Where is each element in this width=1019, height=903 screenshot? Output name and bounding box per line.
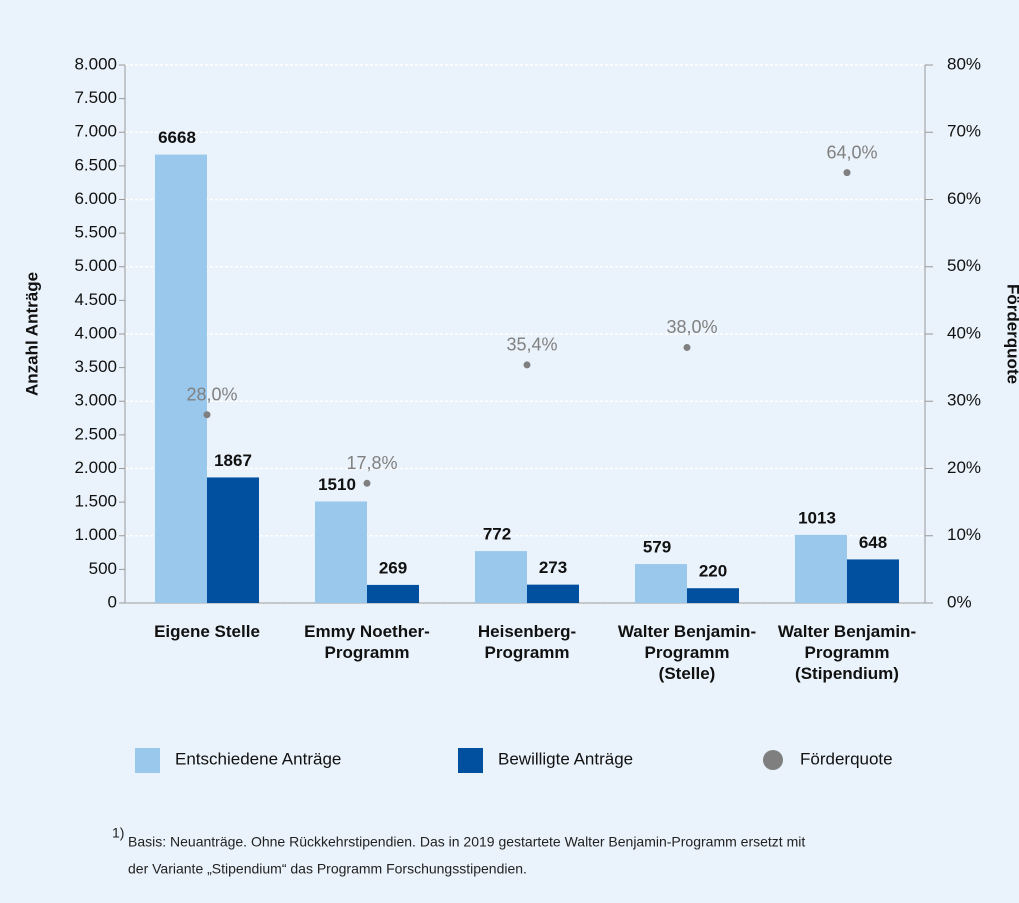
rate-label: 64,0% — [826, 142, 877, 162]
y-tick-label: 2.500 — [74, 424, 117, 443]
rate-label: 17,8% — [346, 453, 397, 473]
y-tick-label: 3.500 — [74, 357, 117, 376]
y-axis-title: Anzahl Anträge — [22, 272, 41, 396]
bar-value-label: 1510 — [318, 475, 356, 494]
y2-axis-title: Förderquote — [1004, 284, 1019, 384]
footnote: der Variante „Stipendium“ das Programm F… — [128, 861, 527, 877]
rate-point — [523, 361, 531, 369]
y2-tick-label: 20% — [947, 458, 981, 477]
y-tick-label: 6.000 — [74, 189, 117, 208]
x-tick-label: Walter Benjamin-Programm (Stelle) — [618, 622, 756, 683]
y-tick-label: 5.000 — [74, 256, 117, 275]
legend-label: Bewilligte Anträge — [498, 749, 633, 768]
y2-tick-label: 0% — [947, 592, 972, 611]
y-tick-label: 3.000 — [74, 391, 117, 410]
y-tick-label: 4.500 — [74, 290, 117, 309]
rate-point — [203, 411, 211, 419]
y-tick-label: 6.500 — [74, 155, 117, 174]
x-tick-label: Walter Benjamin-Programm (Stipendium) — [778, 622, 916, 683]
rate-label: 38,0% — [666, 317, 717, 337]
y-tick-label: 1.000 — [74, 525, 117, 544]
bar — [315, 501, 367, 603]
bar-value-label: 579 — [643, 538, 671, 557]
legend-label: Förderquote — [800, 749, 893, 768]
y2-tick-label: 80% — [947, 54, 981, 73]
y-tick-label: 1.500 — [74, 492, 117, 511]
bar-value-label: 1867 — [214, 451, 252, 470]
bar-value-label: 772 — [483, 525, 511, 544]
bar — [207, 477, 259, 603]
bar-value-label: 220 — [699, 562, 727, 581]
y2-tick-label: 70% — [947, 122, 981, 141]
footnote: Basis: Neuanträge. Ohne Rückkehrstipendi… — [128, 834, 805, 850]
bar-value-label: 6668 — [158, 128, 196, 147]
y2-tick-label: 50% — [947, 256, 981, 275]
y-tick-label: 4.000 — [74, 323, 117, 342]
rate-point — [843, 169, 851, 177]
rate-point — [363, 479, 371, 487]
bar — [527, 584, 579, 603]
bar — [367, 584, 419, 603]
bar-value-label: 273 — [539, 558, 567, 577]
bar-value-label: 648 — [859, 533, 887, 552]
footnote-marker: 1) — [112, 825, 124, 841]
x-tick-label: Eigene Stelle — [154, 622, 260, 641]
bar — [847, 559, 899, 603]
bar-value-label: 1013 — [798, 508, 836, 527]
rate-label: 35,4% — [506, 335, 557, 355]
x-tick-label: Heisenberg-Programm — [478, 622, 576, 662]
legend-label: Entschiedene Anträge — [175, 749, 341, 768]
y2-tick-label: 60% — [947, 189, 981, 208]
y-tick-label: 7.000 — [74, 122, 117, 141]
bar — [475, 551, 527, 603]
legend-swatch — [135, 748, 160, 773]
x-tick-label: Emmy Noether-Programm — [304, 622, 430, 662]
legend-swatch — [763, 750, 783, 770]
bar — [155, 154, 207, 603]
y-tick-label: 500 — [89, 559, 117, 578]
y-tick-label: 0 — [108, 592, 117, 611]
rate-point — [683, 343, 691, 351]
bar — [635, 564, 687, 603]
y-tick-label: 2.000 — [74, 458, 117, 477]
y2-tick-label: 40% — [947, 323, 981, 342]
y-tick-label: 7.500 — [74, 88, 117, 107]
y2-tick-label: 30% — [947, 391, 981, 410]
rate-label: 28,0% — [186, 384, 237, 404]
y-tick-label: 5.500 — [74, 223, 117, 242]
legend-swatch — [458, 748, 483, 773]
y2-tick-label: 10% — [947, 525, 981, 544]
bar — [795, 534, 847, 603]
bar — [687, 588, 739, 603]
bar-value-label: 269 — [379, 558, 407, 577]
y-tick-label: 8.000 — [74, 54, 117, 73]
